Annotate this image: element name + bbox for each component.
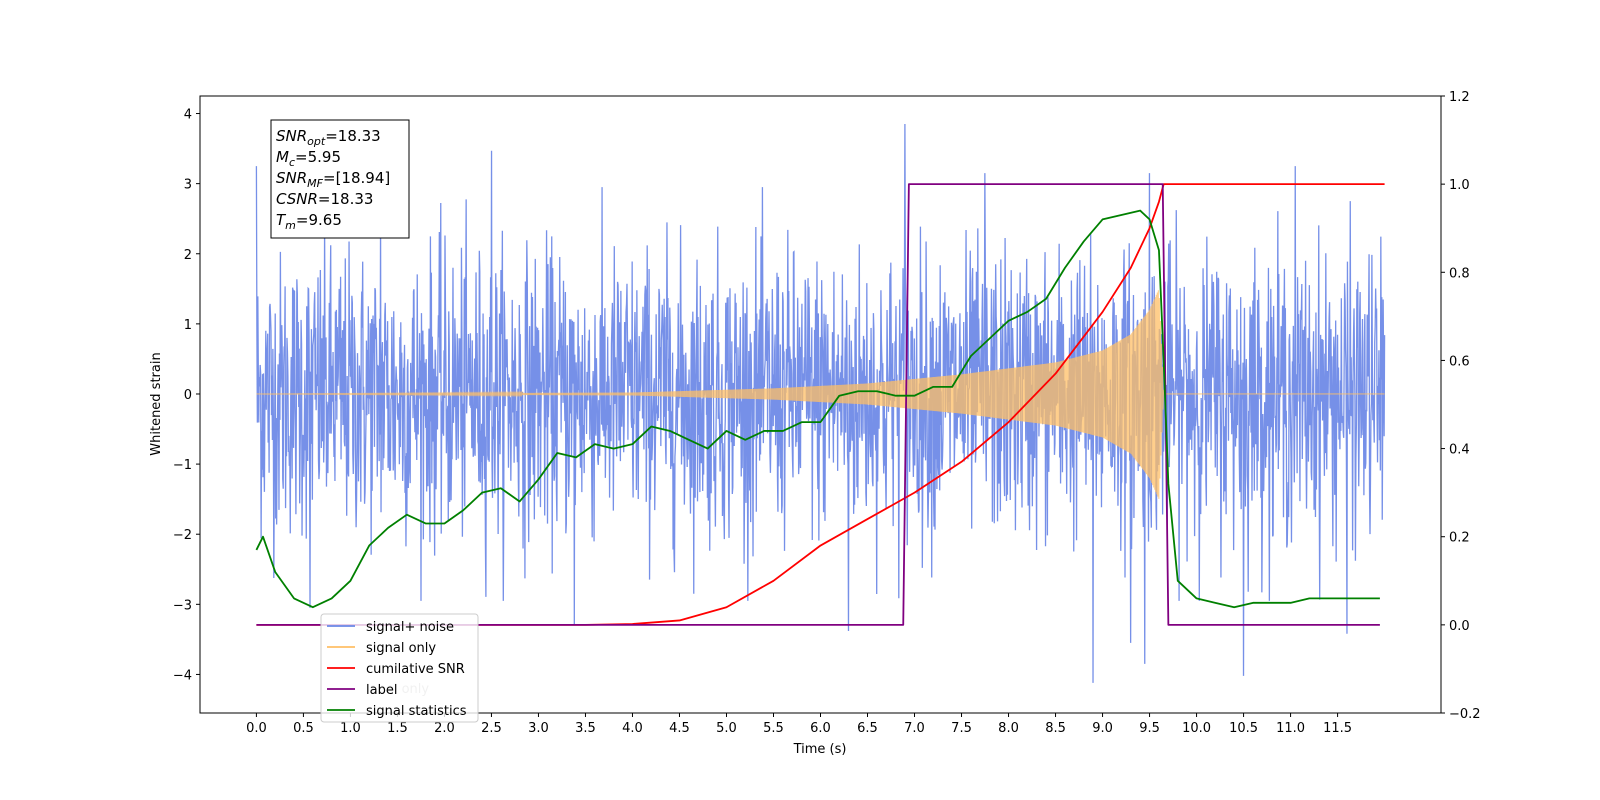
plot-area	[255, 124, 1386, 683]
series-signal-statistics	[255, 209, 1380, 609]
x-tick-label: 2.0	[434, 721, 455, 736]
x-tick-label: 1.5	[387, 721, 408, 736]
x-tick-label: 0.5	[293, 721, 314, 736]
x-tick-label: 11.0	[1276, 721, 1305, 736]
y-left-tick-label: −2	[173, 528, 192, 543]
annotation-frame	[270, 119, 410, 239]
legend-frame	[320, 613, 479, 723]
annotation-box: SNRopt=18.33Mc=5.95SNRMF=[18.94]CSNR=18.…	[270, 119, 410, 239]
y-right-tick-label: 1.2	[1449, 90, 1470, 105]
axes-ticks: 0.0 0.5 1.0 1.5 2.0 2.5 3.0 3.5 4.0 4.5 5.0 5.5 6.0 6…	[173, 90, 1481, 736]
x-tick-label: 7.0	[904, 721, 925, 736]
legend-label: signal only	[366, 641, 436, 656]
x-tick-label: 2.5	[481, 721, 502, 736]
annotation-line: SNRopt=18.33	[276, 127, 381, 148]
y-right-tick-label: 0.4	[1449, 443, 1470, 458]
x-tick-label: 5.5	[763, 721, 784, 736]
y-left-tick-label: −4	[173, 668, 192, 683]
y-axis-label-left: Whitened strain	[149, 352, 164, 455]
x-tick-label: 8.5	[1045, 721, 1066, 736]
x-tick-label: 8.0	[998, 721, 1019, 736]
x-tick-label: 11.5	[1323, 721, 1352, 736]
series-label	[256, 183, 1380, 626]
legend-label: signal+ noise	[366, 620, 454, 635]
y-left-tick-label: 2	[184, 248, 192, 263]
legend-label: cumilative SNR	[366, 662, 465, 677]
legend-label: label	[366, 683, 397, 698]
x-tick-label: 10.0	[1182, 721, 1211, 736]
x-tick-label: 7.5	[951, 721, 972, 736]
x-tick-label: 1.0	[340, 721, 361, 736]
y-right-tick-label: 0.0	[1449, 619, 1470, 634]
x-tick-label: 6.0	[810, 721, 831, 736]
series-signal-only	[256, 290, 1385, 499]
x-tick-label: 9.0	[1092, 721, 1113, 736]
y-right-tick-label: 0.6	[1449, 354, 1470, 369]
y-right-tick-label: 1.0	[1449, 178, 1470, 193]
annotation-line: Mc=5.95	[276, 148, 341, 169]
x-axis-label: Time (s)	[793, 742, 847, 757]
y-right-tick-label: 0.8	[1449, 266, 1470, 281]
y-left-tick-label: 1	[184, 318, 192, 333]
y-left-tick-label: −1	[173, 458, 192, 473]
legend-label: signal statistics	[366, 704, 467, 719]
y-left-tick-label: −3	[173, 598, 192, 613]
y-right-tick-label: −0.2	[1449, 707, 1481, 722]
x-tick-label: 9.5	[1139, 721, 1160, 736]
x-tick-label: 5.0	[716, 721, 737, 736]
x-tick-label: 3.0	[528, 721, 549, 736]
x-tick-label: 0.0	[246, 721, 267, 736]
y-right-tick-label: 0.2	[1449, 531, 1470, 546]
x-tick-label: 4.5	[669, 721, 690, 736]
annotation-line: CSNR=18.33	[276, 190, 373, 208]
x-tick-label: 4.0	[622, 721, 643, 736]
x-tick-label: 10.5	[1229, 721, 1258, 736]
annotation-line: SNRMF=[18.94]	[276, 169, 390, 190]
y-left-tick-label: 0	[184, 388, 192, 403]
y-left-tick-label: 4	[184, 108, 192, 123]
x-tick-label: 3.5	[575, 721, 596, 736]
y-left-tick-label: 3	[184, 178, 192, 193]
annotation-line: Tm=9.65	[276, 211, 342, 232]
x-tick-label: 6.5	[857, 721, 878, 736]
